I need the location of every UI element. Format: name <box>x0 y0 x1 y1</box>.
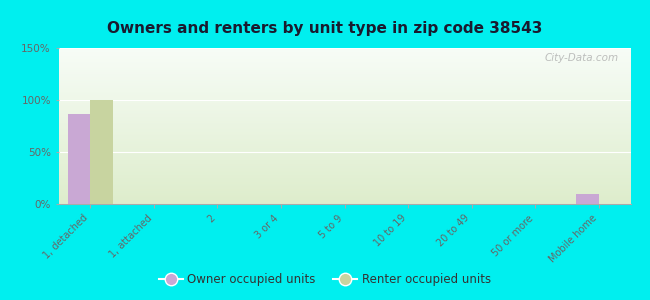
Bar <box>577 194 599 204</box>
Bar <box>90 100 112 204</box>
Text: City-Data.com: City-Data.com <box>545 53 619 63</box>
Text: Owners and renters by unit type in zip code 38543: Owners and renters by unit type in zip c… <box>107 21 543 36</box>
Bar <box>68 113 90 204</box>
Legend: Owner occupied units, Renter occupied units: Owner occupied units, Renter occupied un… <box>154 269 496 291</box>
